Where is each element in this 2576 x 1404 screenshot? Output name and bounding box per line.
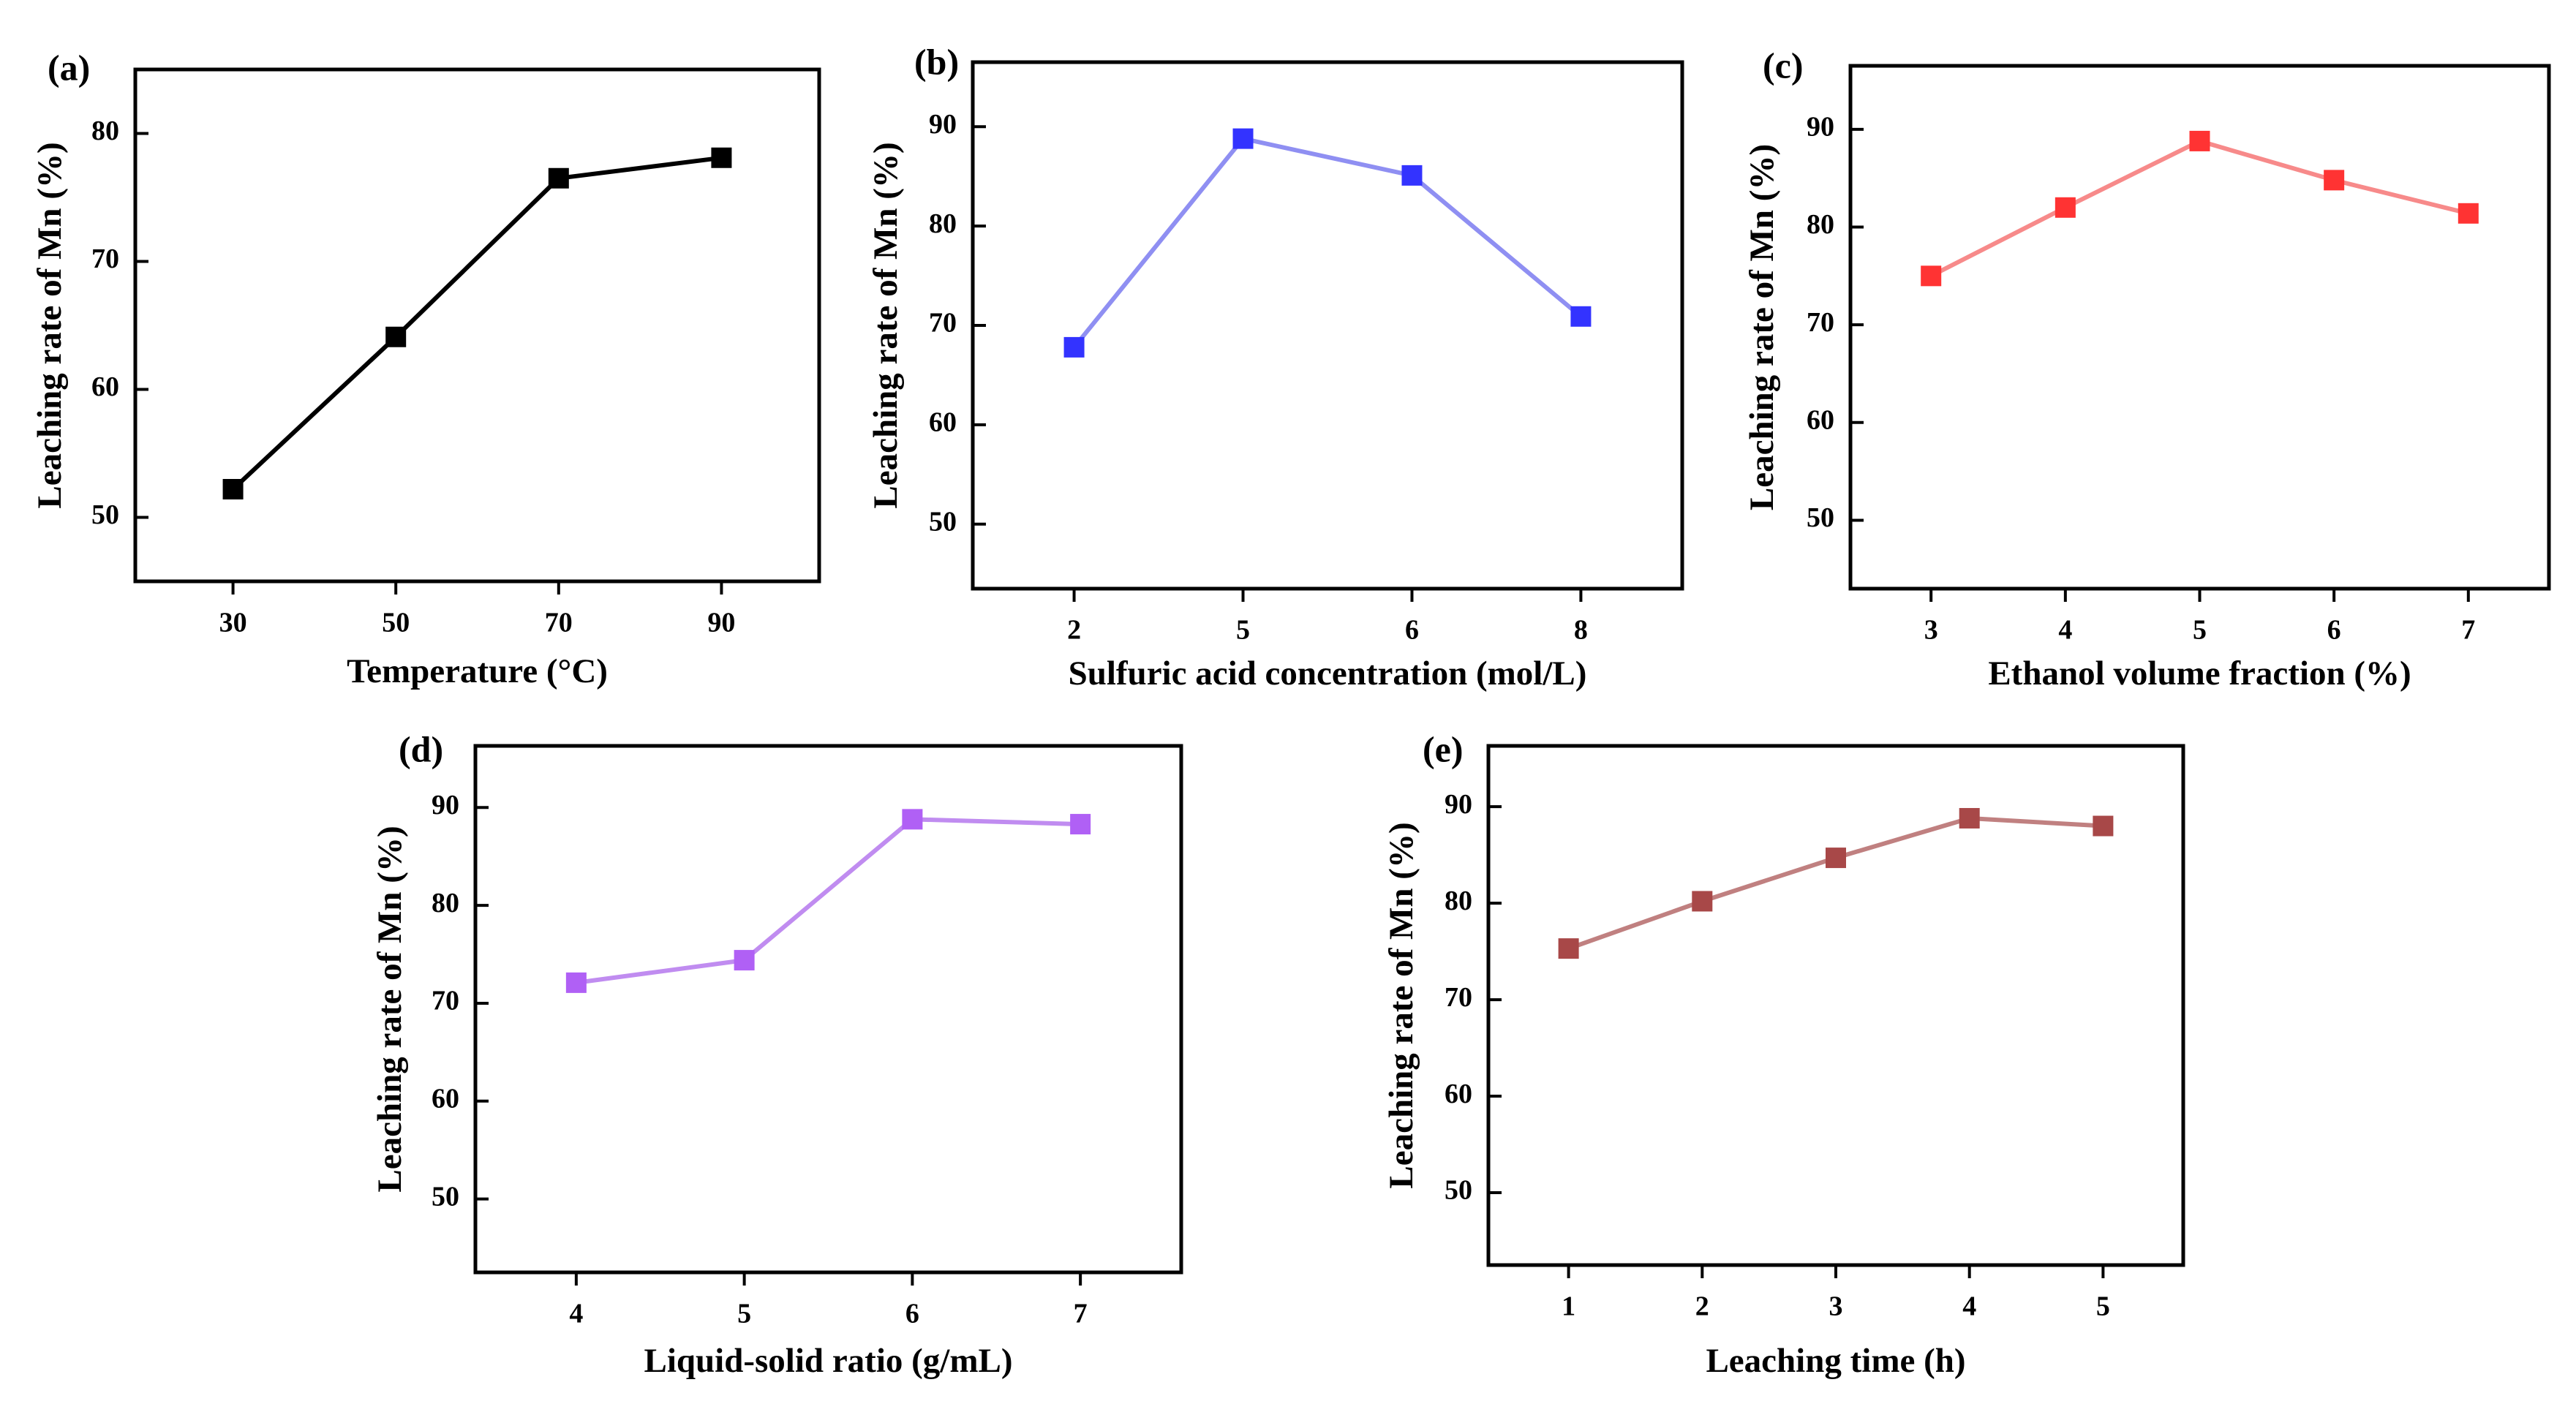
y-tick-label: 50: [432, 1181, 459, 1212]
y-tick-label: 50: [91, 499, 119, 530]
x-tick-label: 7: [2461, 615, 2475, 646]
series-line: [1567, 816, 2104, 951]
x-axis-title: Temperature (°C): [347, 652, 608, 690]
data-point: [1232, 128, 1254, 149]
y-tick-label: 70: [432, 986, 459, 1016]
x-tick-label: 4: [569, 1299, 583, 1329]
data-point: [1921, 265, 1942, 287]
y-tick-label: 90: [432, 790, 459, 820]
y-tick-label: 60: [91, 371, 119, 402]
y-tick-label: 90: [1445, 789, 1472, 820]
x-tick-label: 5: [737, 1299, 751, 1329]
panel-label: (e): [1423, 728, 1464, 769]
x-tick-label: 5: [2096, 1291, 2110, 1322]
x-tick-label: 50: [382, 608, 410, 638]
x-tick-label: 5: [2193, 615, 2207, 646]
data-point: [711, 147, 732, 168]
data-point: [1692, 891, 1713, 912]
data-point: [2055, 197, 2076, 218]
data-point: [1558, 938, 1579, 959]
chart-panel-3: (c) 50 60 70 80 90 3 4 5 6 7 Ethanol volume fractio…: [1743, 45, 2551, 692]
y-tick-label: 50: [929, 506, 957, 537]
y-tick-label: 60: [432, 1084, 459, 1114]
plot-frame: [473, 744, 1183, 1275]
x-axis-title: Leaching time (h): [1706, 1342, 1965, 1380]
x-axis-title: Ethanol volume fraction (%): [1988, 654, 2411, 692]
chart-panel-1: (a) 50 60 70 80 30 50 70 90 Temperature (°C) Leach…: [31, 47, 821, 690]
y-axis-title: Leaching rate of Mn (%): [1382, 822, 1420, 1188]
data-point: [2458, 203, 2479, 224]
data-point: [1959, 807, 1980, 829]
y-tick-label: 70: [929, 308, 957, 339]
y-tick-label: 80: [1445, 886, 1472, 916]
panel-label: (c): [1763, 45, 1804, 86]
panel-label: (b): [914, 41, 959, 82]
data-point: [565, 972, 587, 993]
x-tick-label: 4: [2058, 615, 2072, 646]
y-tick-label: 70: [1445, 982, 1472, 1013]
series-line: [1072, 136, 1583, 349]
y-tick-label: 60: [1807, 405, 1834, 436]
y-axis-title: Leaching rate of Mn (%): [867, 142, 905, 508]
y-tick-label: 70: [1807, 307, 1834, 338]
x-tick-label: 4: [1962, 1291, 1976, 1322]
data-point: [2324, 170, 2345, 191]
y-tick-label: 90: [929, 109, 957, 140]
x-tick-label: 70: [545, 608, 573, 638]
series-line: [1929, 138, 2469, 278]
y-tick-label: 50: [1807, 502, 1834, 533]
x-tick-label: 6: [905, 1299, 919, 1329]
x-tick-label: 5: [1236, 615, 1250, 646]
data-point: [2093, 815, 2114, 837]
data-point: [734, 950, 755, 971]
x-axis-title: Sulfuric acid concentration (mol/L): [1069, 654, 1587, 692]
y-tick-label: 60: [929, 407, 957, 438]
x-tick-label: 2: [1695, 1291, 1709, 1322]
data-point: [1070, 814, 1091, 835]
y-tick-label: 80: [91, 116, 119, 146]
x-axis-title: Liquid-solid ratio (g/mL): [644, 1342, 1012, 1380]
data-point: [1826, 848, 1846, 869]
x-tick-label: 1: [1562, 1291, 1575, 1322]
x-tick-label: 7: [1074, 1299, 1088, 1329]
x-tick-label: 8: [1574, 615, 1588, 646]
data-point: [1570, 306, 1592, 327]
data-point: [902, 809, 923, 830]
y-axis-title: Leaching rate of Mn (%): [31, 142, 69, 508]
data-point: [1401, 165, 1423, 186]
y-tick-label: 70: [91, 244, 119, 274]
plot-frame: [133, 67, 821, 584]
y-tick-label: 50: [1445, 1175, 1472, 1206]
data-point: [222, 479, 244, 499]
y-tick-label: 80: [929, 208, 957, 239]
chart-panel-2: (b) 50 60 70 80 90 2 5 6 8 Sulfuric acid concentra…: [867, 41, 1684, 692]
data-point: [548, 167, 569, 189]
data-point: [2189, 130, 2210, 151]
series-line: [231, 155, 722, 491]
chart-panel-4: (d) 50 60 70 80 90 4 5 6 7 Liquid-solid ratio (g/m…: [371, 728, 1183, 1380]
panel-label: (d): [399, 728, 443, 769]
x-tick-label: 3: [1924, 615, 1938, 646]
data-point: [385, 326, 407, 347]
y-tick-label: 60: [1445, 1079, 1472, 1109]
chart-panel-5: (e) 50 60 70 80 90 1 2 3 4 5 Leaching time (h) Leach…: [1382, 728, 2185, 1380]
data-point: [1063, 336, 1085, 358]
x-tick-label: 30: [219, 608, 247, 638]
y-axis-title: Leaching rate of Mn (%): [1743, 144, 1781, 510]
y-tick-label: 80: [1807, 209, 1834, 240]
x-tick-label: 6: [1405, 615, 1419, 646]
y-tick-label: 90: [1807, 112, 1834, 143]
y-tick-label: 80: [432, 888, 459, 918]
x-tick-label: 6: [2327, 615, 2341, 646]
panel-label: (a): [48, 47, 90, 88]
y-axis-title: Leaching rate of Mn (%): [371, 826, 409, 1192]
x-tick-label: 90: [707, 608, 735, 638]
x-tick-label: 3: [1829, 1291, 1843, 1322]
x-tick-label: 2: [1067, 615, 1081, 646]
series-line: [576, 817, 1081, 985]
